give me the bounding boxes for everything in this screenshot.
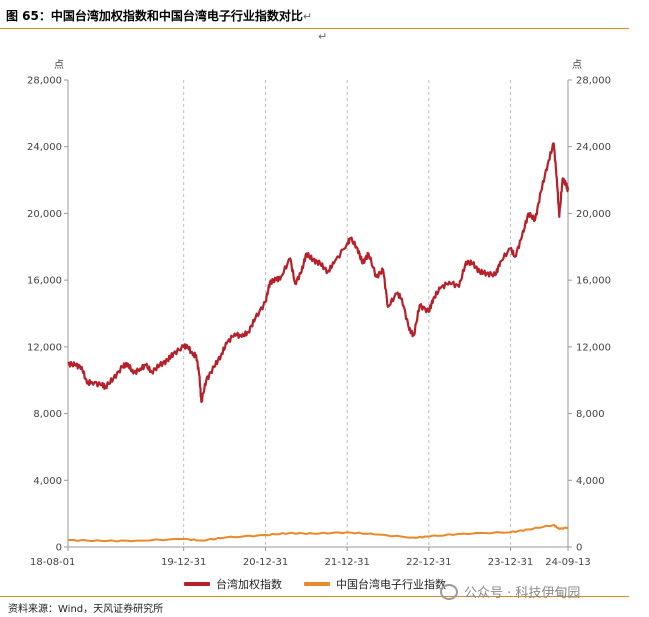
- left-tick-label-4: 16,000: [27, 276, 62, 287]
- right-tick-label-0: 0: [576, 543, 582, 554]
- wechat-icon: [440, 583, 458, 600]
- x-tick-label-0: 18-08-01: [30, 557, 75, 568]
- legend-item-taiex: 台湾加权指数: [184, 576, 282, 592]
- x-tick-label-4: 22-12-31: [406, 557, 451, 568]
- right-tick-label-3: 12,000: [576, 342, 611, 353]
- left-tick-label-0: 0: [56, 543, 62, 554]
- x-tick-label-2: 20-12-31: [243, 557, 288, 568]
- source-note: 资料来源：Wind，天风证券研究所: [8, 604, 164, 615]
- right-tick-label-2: 8,000: [576, 409, 605, 420]
- x-tick-label-3: 21-12-31: [324, 557, 369, 568]
- left-tick-label-3: 12,000: [27, 342, 62, 353]
- legend-item-electronics: 中国台湾电子行业指数: [304, 576, 446, 592]
- series-line-0: [67, 142, 570, 403]
- return-mark: ↵: [302, 10, 313, 23]
- legend-label-electronics: 中国台湾电子行业指数: [336, 578, 446, 591]
- bottom-rule: [0, 596, 629, 597]
- watermark-text: 公众号 · 科技伊甸园: [464, 586, 581, 601]
- right-tick-label-1: 4,000: [576, 476, 605, 487]
- watermark: 公众号 · 科技伊甸园: [440, 582, 580, 601]
- left-tick-label-1: 4,000: [33, 476, 62, 487]
- figure-title-text: 图 65：中国台湾加权指数和中国台湾电子行业指数对比: [6, 9, 303, 23]
- x-tick-label-6: 24-09-13: [545, 557, 590, 568]
- title-bar: 图 65：中国台湾加权指数和中国台湾电子行业指数对比↵: [0, 0, 629, 29]
- series-line-1: [67, 523, 569, 543]
- right-tick-label-6: 24,000: [576, 142, 611, 153]
- right-tick-label-5: 20,000: [576, 209, 611, 220]
- left-axis-unit: 点: [54, 59, 64, 71]
- legend-swatch-taiex: [184, 582, 210, 586]
- x-tick-label-5: 23-12-31: [488, 557, 533, 568]
- right-axis-unit: 点: [572, 59, 582, 71]
- line-chart: 0 0 4,000 4,000 8,000 8,000 12,000 12,000 16,000…: [27, 59, 611, 568]
- left-tick-label-5: 20,000: [27, 209, 62, 220]
- x-tick-label-1: 19-12-31: [161, 557, 206, 568]
- legend-swatch-electronics: [304, 582, 330, 586]
- right-tick-label-7: 28,000: [576, 76, 611, 87]
- left-tick-label-7: 28,000: [27, 76, 62, 87]
- chart-legend: 台湾加权指数 中国台湾电子行业指数: [184, 576, 446, 592]
- left-tick-label-6: 24,000: [27, 142, 62, 153]
- left-tick-label-2: 8,000: [33, 409, 62, 420]
- figure-title: 图 65：中国台湾加权指数和中国台湾电子行业指数对比↵: [6, 7, 312, 24]
- right-tick-label-4: 16,000: [576, 276, 611, 287]
- paragraph-return-mark: ↵: [318, 30, 328, 43]
- legend-label-taiex: 台湾加权指数: [216, 578, 282, 591]
